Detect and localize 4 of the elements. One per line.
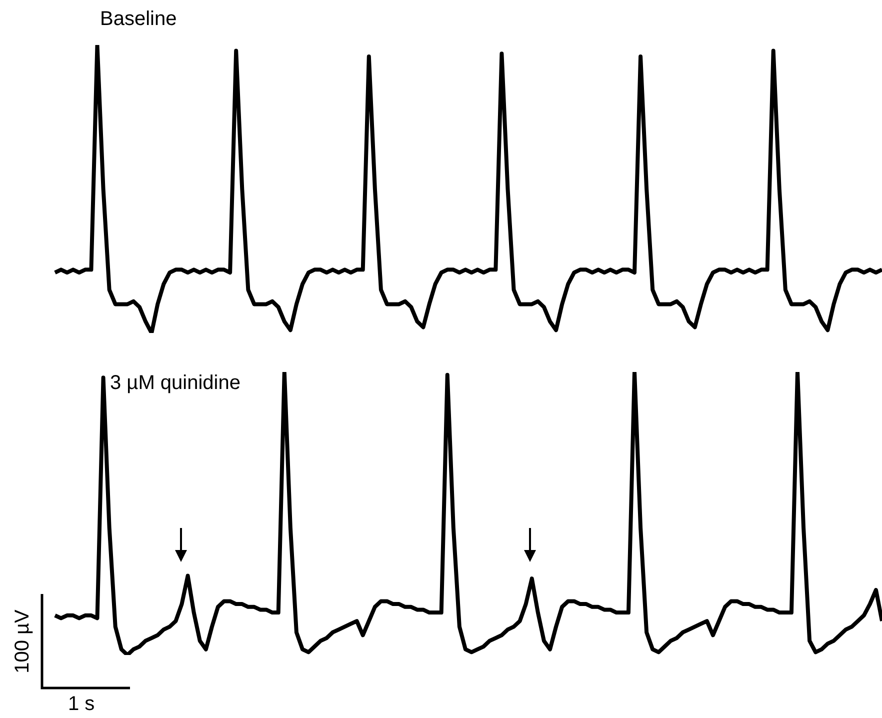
chart-title: Baseline: [100, 8, 177, 31]
text: 1 s: [68, 693, 95, 716]
text: 100 µV: [12, 608, 34, 676]
chart-title: 3 µM quinidine: [110, 372, 240, 395]
